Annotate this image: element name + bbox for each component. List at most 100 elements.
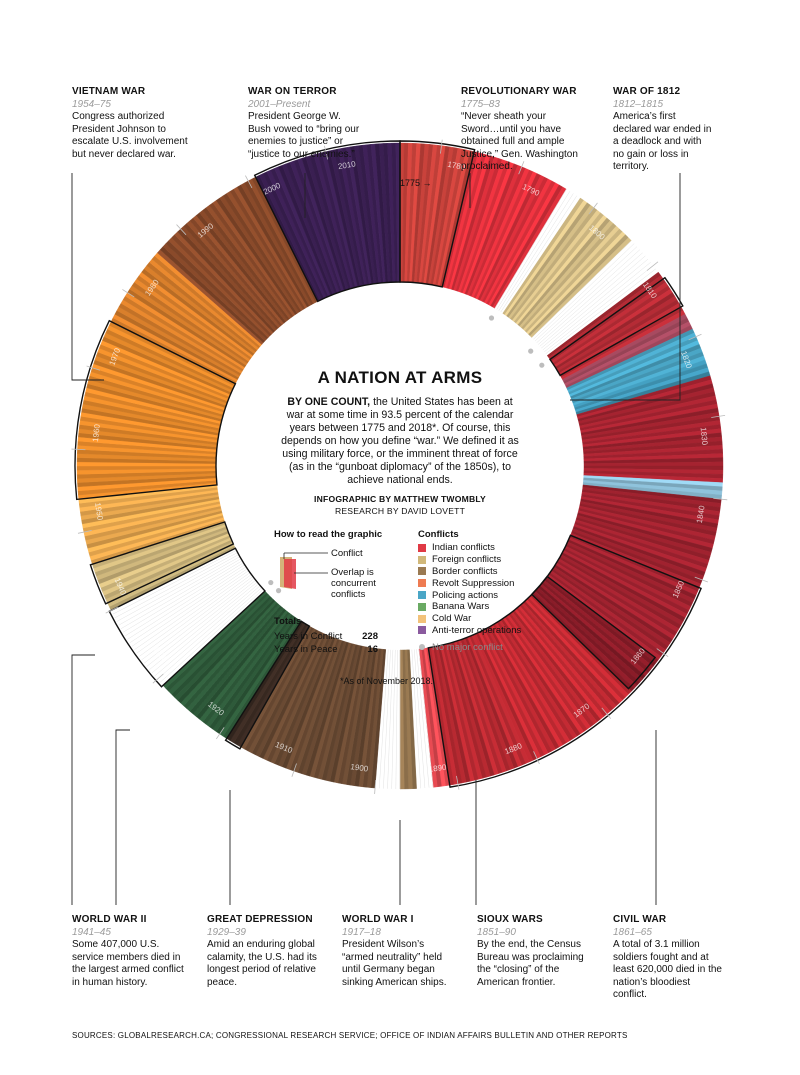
legend-item: Banana Wars bbox=[418, 601, 548, 613]
peace-spoke bbox=[125, 562, 244, 637]
how-to-read-diagram bbox=[280, 552, 328, 589]
decade-tick bbox=[440, 139, 443, 154]
decade-tick bbox=[77, 530, 92, 534]
peace-spoke bbox=[418, 648, 434, 788]
peace-spoke bbox=[541, 258, 649, 349]
totals-heading: Totals bbox=[274, 616, 302, 627]
callout-desc: America’s first declared war ended in a … bbox=[613, 111, 712, 172]
decade-tick-label: 1840 bbox=[695, 504, 707, 524]
peace-spoke bbox=[151, 583, 259, 674]
decade-tick bbox=[216, 727, 225, 740]
sources: SOURCES: GLOBALRESEARCH.CA; CONGRESSIONA… bbox=[72, 1031, 628, 1040]
callout-leader-line bbox=[570, 173, 681, 401]
how-to-read-conflict: Conflict bbox=[331, 548, 363, 559]
decade-tick bbox=[152, 673, 164, 684]
decade-tick bbox=[694, 576, 708, 583]
decade-tick bbox=[324, 145, 329, 160]
decade-tick-label: 1890 bbox=[428, 763, 447, 774]
totals-value: 228 bbox=[362, 631, 378, 642]
decade-tick bbox=[713, 497, 728, 501]
callout-years: 1929–39 bbox=[207, 926, 246, 938]
peace-spoke bbox=[131, 568, 248, 647]
decade-tick bbox=[533, 751, 540, 765]
callout-desc: Some 407,000 U.S. service members died i… bbox=[72, 939, 184, 988]
how-to-read: How to read the graphic Conflict Overlap… bbox=[274, 529, 404, 600]
decade-tick bbox=[105, 606, 119, 614]
peace-spoke bbox=[127, 564, 245, 640]
war-outline bbox=[548, 276, 684, 377]
peace-spoke bbox=[154, 585, 261, 677]
decade-tick bbox=[122, 289, 135, 298]
callout-years: 1954–75 bbox=[72, 98, 111, 110]
totals-value: 16 bbox=[367, 644, 378, 655]
callout-title: CIVIL WAR bbox=[613, 914, 667, 925]
legend-heading: Conflicts bbox=[418, 529, 459, 540]
legend-swatch bbox=[418, 614, 426, 623]
intro-text: the United States has been at war at som… bbox=[281, 396, 519, 486]
peace-spoke bbox=[413, 649, 426, 789]
totals-label: Years in Conflict bbox=[274, 631, 343, 642]
no-conflict-dot bbox=[275, 588, 282, 594]
peace-spoke bbox=[383, 649, 391, 789]
start-marker: 1775 → bbox=[400, 178, 432, 188]
legend-swatch bbox=[418, 579, 426, 588]
peace-spoke bbox=[391, 649, 396, 789]
peace-spoke bbox=[387, 649, 394, 789]
callout-world-war-i: WORLD WAR I 1917–18 President Wilson’s “… bbox=[342, 914, 450, 989]
decade-tick bbox=[646, 261, 659, 271]
peace-spoke bbox=[538, 252, 643, 345]
totals-label: Years in Peace bbox=[274, 644, 338, 655]
callout-years: 1812–1815 bbox=[613, 98, 664, 110]
peace-spoke bbox=[118, 556, 240, 626]
peace-spoke bbox=[129, 566, 247, 644]
callout-vietnam-war: VIETNAM WAR 1954–75 Congress authorized … bbox=[72, 86, 190, 161]
peace-spoke bbox=[531, 240, 632, 338]
legend-swatch bbox=[418, 555, 426, 564]
legend-item: Revolt Suppression bbox=[418, 577, 548, 589]
callout-years: 2001–Present bbox=[248, 98, 311, 110]
decade-tick bbox=[601, 707, 612, 719]
callout-years: 1941–45 bbox=[72, 926, 111, 938]
decade-tick-label: 1960 bbox=[91, 423, 102, 442]
peace-spoke bbox=[112, 550, 237, 615]
callout-title: GREAT DEPRESSION bbox=[207, 914, 313, 925]
peace-spoke bbox=[395, 649, 398, 789]
peace-spoke bbox=[159, 589, 264, 683]
arrow-right-icon: → bbox=[422, 178, 432, 188]
war-outline bbox=[399, 140, 476, 288]
peace-spoke bbox=[134, 570, 249, 650]
peace-spoke bbox=[122, 560, 243, 633]
legend-label: Border conflicts bbox=[432, 565, 498, 577]
decade-tick bbox=[291, 763, 297, 777]
callout-desc: Congress authorized President Johnson to… bbox=[72, 111, 188, 160]
callout-title: WAR OF 1812 bbox=[613, 86, 681, 97]
legend-item: Policing actions bbox=[418, 589, 548, 601]
callout-war-on-terror: WAR ON TERROR 2001–Present President Geo… bbox=[248, 86, 360, 161]
decade-tick-label: 1900 bbox=[350, 762, 369, 773]
legend-item: Cold War bbox=[418, 613, 548, 625]
dot-icon bbox=[419, 644, 425, 651]
peace-spoke bbox=[534, 246, 638, 342]
peace-spoke bbox=[116, 554, 239, 622]
start-marker-label: 1775 bbox=[400, 178, 421, 188]
callout-years: 1851–90 bbox=[477, 926, 516, 938]
legend-label: Anti-terror operations bbox=[432, 624, 522, 636]
callout-world-war-ii: WORLD WAR II 1941–45 Some 407,000 U.S. s… bbox=[72, 914, 184, 989]
decade-tick bbox=[688, 333, 702, 341]
decade-tick bbox=[245, 175, 253, 189]
war-outline bbox=[253, 140, 401, 303]
peace-spoke bbox=[149, 581, 258, 670]
intro-lead: BY ONE COUNT, bbox=[287, 396, 371, 408]
callout-desc: “Never sheath your Sword…until you have … bbox=[461, 111, 578, 172]
decade-tick bbox=[711, 414, 726, 418]
decade-tick bbox=[176, 224, 187, 236]
peace-spoke bbox=[494, 188, 567, 309]
peace-spoke bbox=[539, 255, 646, 347]
war-outline bbox=[89, 521, 235, 605]
peace-spoke bbox=[544, 265, 654, 353]
peace-spoke bbox=[498, 193, 574, 311]
credit-infographic: INFOGRAPHIC BY MATTHEW TWOMBLY bbox=[314, 494, 486, 504]
callout-desc: President George W. Bush vowed to “bring… bbox=[248, 111, 360, 160]
callout-sioux-wars: SIOUX WARS 1851–90 By the end, the Censu… bbox=[477, 914, 585, 989]
peace-spoke bbox=[136, 572, 251, 654]
